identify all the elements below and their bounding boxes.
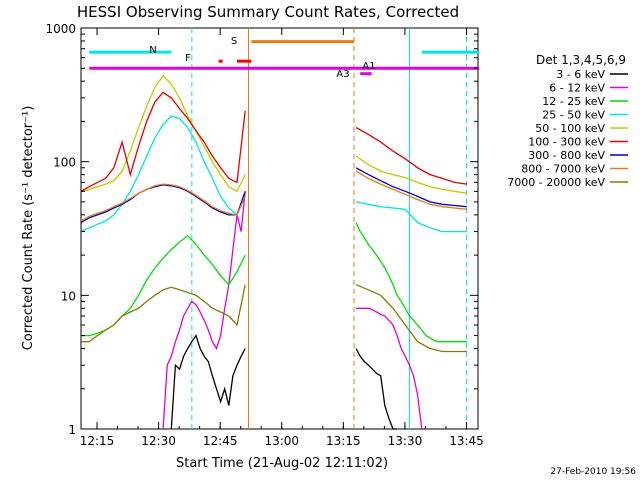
series-line-3-0 xyxy=(80,115,246,233)
series-line-7-1 xyxy=(355,170,467,210)
series-line-5-1 xyxy=(355,126,467,185)
x-tick-label-0: 12:15 xyxy=(80,434,115,448)
legend-label-2: 12 - 25 keV xyxy=(542,95,605,108)
y-axis-label: Corrected Count Rate (s⁻¹ detector⁻¹) xyxy=(21,106,36,351)
series-line-6-0 xyxy=(80,184,246,224)
flag-label-a3: A3 xyxy=(336,69,349,80)
x-tick-label-6: 13:45 xyxy=(449,434,484,448)
x-tick-label-1: 12:30 xyxy=(141,434,176,448)
legend-title: Det 1,3,4,5,6,9 xyxy=(536,53,626,67)
flag-bars: N S F A1 A3 xyxy=(89,36,480,80)
series-line-1-0 xyxy=(162,191,246,430)
series-line-8-1 xyxy=(355,284,467,353)
x-tick-label-4: 13:15 xyxy=(326,434,361,448)
flag-label-n: N xyxy=(149,45,156,56)
series-layer xyxy=(80,74,468,430)
series-line-4-0 xyxy=(80,74,246,193)
x-axis-label: Start Time (21-Aug-02 12:11:02) xyxy=(176,456,388,471)
legend-label-7: 800 - 7000 keV xyxy=(521,163,605,176)
legend-label-1: 6 - 12 keV xyxy=(549,82,605,95)
x-axis: 12:15 12:30 12:45 13:00 13:15 13:30 13:45 xyxy=(80,28,484,448)
x-tick-label-5: 13:30 xyxy=(388,434,423,448)
plot-area xyxy=(80,27,479,430)
series-line-2-1 xyxy=(355,222,467,343)
footer-timestamp: 27-Feb-2010 19:56 xyxy=(550,467,636,477)
chart-title: HESSI Observing Summary Count Rates, Cor… xyxy=(77,3,459,21)
flag-label-a1: A1 xyxy=(362,61,375,72)
legend-label-5: 100 - 300 keV xyxy=(528,136,605,149)
series-line-5-0 xyxy=(80,91,246,192)
legend-label-0: 3 - 6 keV xyxy=(556,68,605,81)
series-line-3-1 xyxy=(355,201,467,233)
series-line-0-0 xyxy=(170,334,246,430)
plot-frame xyxy=(80,27,479,430)
flag-label-s: S xyxy=(231,36,237,47)
vertical-markers xyxy=(191,28,468,429)
legend-label-3: 25 - 50 keV xyxy=(542,109,605,122)
y-tick-label-0: 1 xyxy=(68,423,76,437)
series-line-7-0 xyxy=(80,183,246,222)
y-tick-label-3: 1000 xyxy=(45,22,76,36)
series-line-6-1 xyxy=(355,167,467,208)
y-tick-label-1: 10 xyxy=(61,289,76,303)
legend-label-8: 7000 - 20000 keV xyxy=(507,176,605,189)
legend-label-6: 300 - 800 keV xyxy=(528,149,605,162)
y-tick-label-2: 100 xyxy=(53,156,76,170)
series-line-8-0 xyxy=(81,284,246,343)
series-line-4-1 xyxy=(355,155,468,194)
series-line-1-1 xyxy=(356,307,423,430)
flag-label-f: F xyxy=(185,53,191,64)
legend-label-4: 50 - 100 keV xyxy=(535,122,605,135)
series-line-0-1 xyxy=(355,348,398,430)
x-tick-label-3: 13:00 xyxy=(264,434,299,448)
y-axis: 1 10 100 1000 xyxy=(45,22,478,437)
x-tick-label-2: 12:45 xyxy=(203,434,238,448)
series-line-2-0 xyxy=(81,234,246,337)
